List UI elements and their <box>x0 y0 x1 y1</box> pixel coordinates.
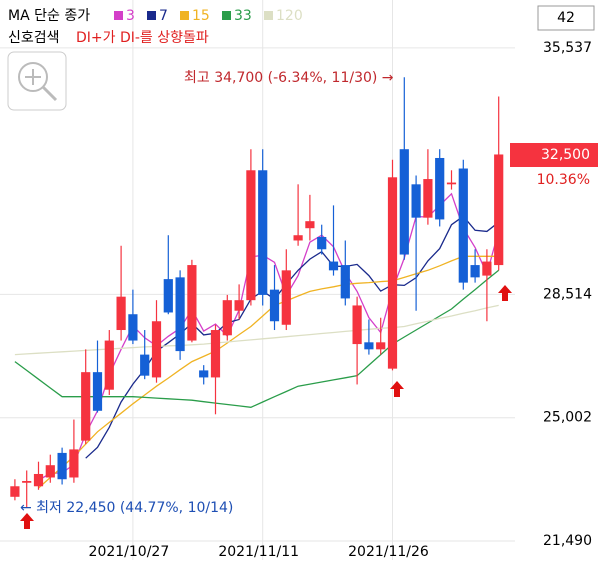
candle-body <box>69 449 79 478</box>
legend-swatch <box>222 11 231 20</box>
candle-body <box>187 265 197 341</box>
legend-label: 3 <box>126 8 135 24</box>
zoom-button[interactable] <box>7 51 67 111</box>
candle-body <box>269 289 280 322</box>
candle-body <box>458 168 468 283</box>
candle-body <box>399 149 409 255</box>
ma-line <box>38 192 500 481</box>
candle-body <box>92 372 103 411</box>
candle-body <box>104 340 114 390</box>
legend-label: 15 <box>192 8 210 24</box>
legend-label: 7 <box>159 8 168 24</box>
ma-line <box>38 255 499 489</box>
low-annotation: ← 최저 22,450 (44.77%, 10/14) <box>20 500 233 516</box>
candle-body <box>210 330 221 378</box>
candle-body <box>151 321 162 378</box>
count-box <box>537 5 595 31</box>
candle-body <box>234 300 244 311</box>
legend-label: 120 <box>276 8 303 24</box>
candle-body <box>293 235 303 241</box>
legend-swatch <box>264 11 273 20</box>
candle-body <box>140 354 150 376</box>
candle-body <box>175 277 185 352</box>
candle-body <box>22 481 32 483</box>
candle-body <box>352 305 362 345</box>
candle-body <box>328 261 339 271</box>
candle-body <box>494 154 504 266</box>
candle-body <box>45 465 55 478</box>
x-tick-label: 2021/11/26 <box>348 544 429 560</box>
candle-body <box>81 372 91 441</box>
candle-body <box>222 300 232 336</box>
candle-body <box>411 184 421 218</box>
y-tick-label: 35,537 <box>543 40 592 56</box>
legend-swatch <box>180 11 189 20</box>
ma-line <box>14 304 499 356</box>
legend: 3 7 15 33 120 <box>114 8 303 24</box>
candles <box>10 77 504 508</box>
legend-label: 33 <box>234 8 252 24</box>
legend-swatch <box>114 11 123 20</box>
candle-body <box>199 370 209 378</box>
candle-body <box>340 265 350 299</box>
candle-body <box>305 221 315 229</box>
candle-body <box>482 261 492 276</box>
ma-label: MA 단순 종가 <box>8 8 90 24</box>
signal-arrows <box>20 285 512 529</box>
count-text: 42 <box>557 10 575 26</box>
candle-body <box>128 314 138 341</box>
candle-body <box>470 265 480 278</box>
candle-body <box>317 236 327 250</box>
candle-body <box>163 279 173 313</box>
legend-swatch <box>147 11 156 20</box>
last-price-box <box>510 143 598 167</box>
x-tick-label: 2021/11/11 <box>218 544 299 560</box>
signal-label: 신호검색 <box>8 30 60 46</box>
x-tick-label: 2021/10/27 <box>89 544 170 560</box>
signal-text: DI+가 DI-를 상향돌파 <box>76 30 209 46</box>
candle-body <box>446 182 457 185</box>
candle-body <box>10 486 20 497</box>
candle-body <box>364 342 374 350</box>
y-tick-label: 21,490 <box>543 533 592 549</box>
y-tick-label: 25,002 <box>543 410 592 426</box>
candle-body <box>435 157 445 220</box>
candle-body <box>57 452 67 480</box>
high-annotation: 최고 34,700 (-6.34%, 11/30) → <box>184 70 394 86</box>
candle-body <box>33 473 44 487</box>
candle-body <box>281 270 291 325</box>
candle-body <box>376 342 386 350</box>
candle-body <box>423 179 433 218</box>
y-tick-label: 28,514 <box>543 286 592 302</box>
candle-body <box>258 170 268 295</box>
candle-body <box>387 177 398 369</box>
change-label: 10.36% <box>537 172 590 188</box>
candle-body <box>246 170 256 301</box>
candle-body <box>116 296 126 331</box>
last-price: 32,500 <box>541 147 590 163</box>
